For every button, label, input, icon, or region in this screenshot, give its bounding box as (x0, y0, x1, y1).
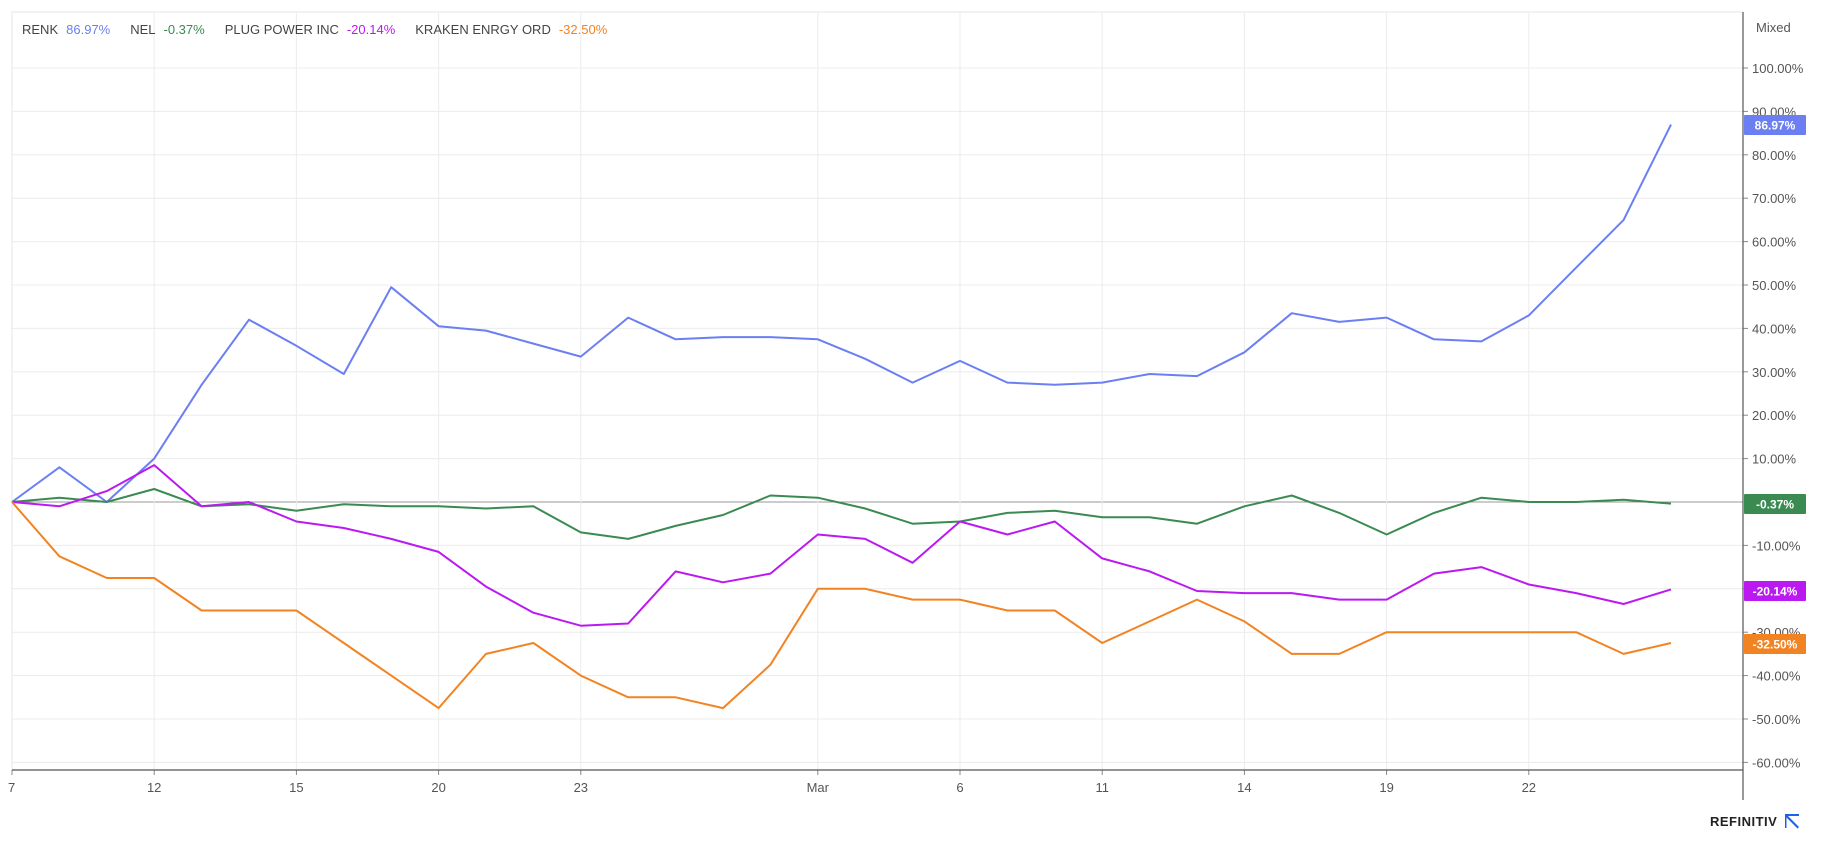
legend-name-nel: NEL (130, 22, 156, 37)
y-tick-label: -60.00% (1752, 755, 1801, 770)
x-tick-label: 7 (8, 780, 15, 795)
series-line-kraken (11, 501, 1672, 710)
last-value-label-kraken: -32.50% (1753, 638, 1798, 652)
y-tick-label: 10.00% (1752, 452, 1797, 467)
brand-name: REFINITIV (1710, 813, 1778, 829)
x-tick-label: 6 (956, 780, 963, 795)
y-tick-label: -10.00% (1752, 538, 1801, 553)
y-tick-label: 40.00% (1752, 321, 1797, 336)
legend-name-kraken: KRAKEN ENRGY ORD (415, 22, 551, 37)
y-tick-label: 30.00% (1752, 365, 1797, 380)
legend-value-plug: -20.14% (346, 22, 396, 37)
last-value-badge-nel (1744, 494, 1806, 514)
x-tick-label: 15 (289, 780, 303, 795)
series-line-renk (11, 124, 1672, 503)
series-line-plug (11, 464, 1672, 627)
refinitiv-mark-icon (1785, 814, 1800, 829)
legend-value-kraken: -32.50% (558, 22, 608, 37)
y-tick-label: 20.00% (1752, 408, 1797, 423)
legend-item-kraken[interactable]: KRAKEN ENRGY ORD -32.50% (415, 22, 607, 37)
y-tick-label: 100.00% (1752, 61, 1804, 76)
legend-item-plug[interactable]: PLUG POWER INC -20.14% (225, 22, 396, 37)
scale-mode-label[interactable]: Mixed (1756, 20, 1791, 35)
series-layer (11, 124, 1672, 710)
last-value-badge-plug (1744, 581, 1806, 601)
x-tick-label: 22 (1522, 780, 1536, 795)
legend-item-renk[interactable]: RENK 86.97% (22, 22, 110, 37)
series-line-nel (11, 488, 1672, 540)
grid-layer (11, 11, 1744, 771)
y-tick-label: 70.00% (1752, 191, 1797, 206)
legend-value-nel: -0.37% (163, 22, 205, 37)
last-value-badge-kraken (1744, 634, 1806, 654)
y-tick-label: 60.00% (1752, 235, 1797, 250)
last-value-badge-renk (1744, 115, 1806, 135)
y-tick-label: 80.00% (1752, 148, 1797, 163)
legend-name-plug: PLUG POWER INC (224, 22, 339, 37)
legend-name-renk: RENK (22, 22, 59, 37)
last-value-label-plug: -20.14% (1753, 585, 1798, 599)
axes-layer: 100.00%90.00%80.00%70.00%60.00%50.00%40.… (8, 12, 1804, 800)
y-tick-label: -40.00% (1752, 669, 1801, 684)
x-tick-label: 23 (574, 780, 588, 795)
x-tick-label: 14 (1237, 780, 1251, 795)
legend-item-nel[interactable]: NEL -0.37% (130, 22, 205, 37)
labels-layer: 86.97% -0.37% -20.14% -32.50% (1744, 115, 1806, 654)
y-tick-label: 50.00% (1752, 278, 1797, 293)
legend-value-renk: 86.97% (66, 22, 111, 37)
plot-frame (11, 11, 1744, 771)
x-tick-label: 12 (147, 780, 161, 795)
last-value-label-renk: 86.97% (1755, 119, 1796, 133)
x-tick-label: Mar (807, 780, 830, 795)
last-value-label-nel: -0.37% (1756, 498, 1794, 512)
chart-legend: RENK 86.97% NEL -0.37% PLUG POWER INC -2… (22, 22, 607, 37)
x-tick-label: 20 (431, 780, 445, 795)
brand-logo: REFINITIV (1710, 812, 1801, 830)
x-tick-label: 19 (1379, 780, 1393, 795)
x-tick-label: 11 (1095, 780, 1109, 795)
y-tick-label: -50.00% (1752, 712, 1801, 727)
